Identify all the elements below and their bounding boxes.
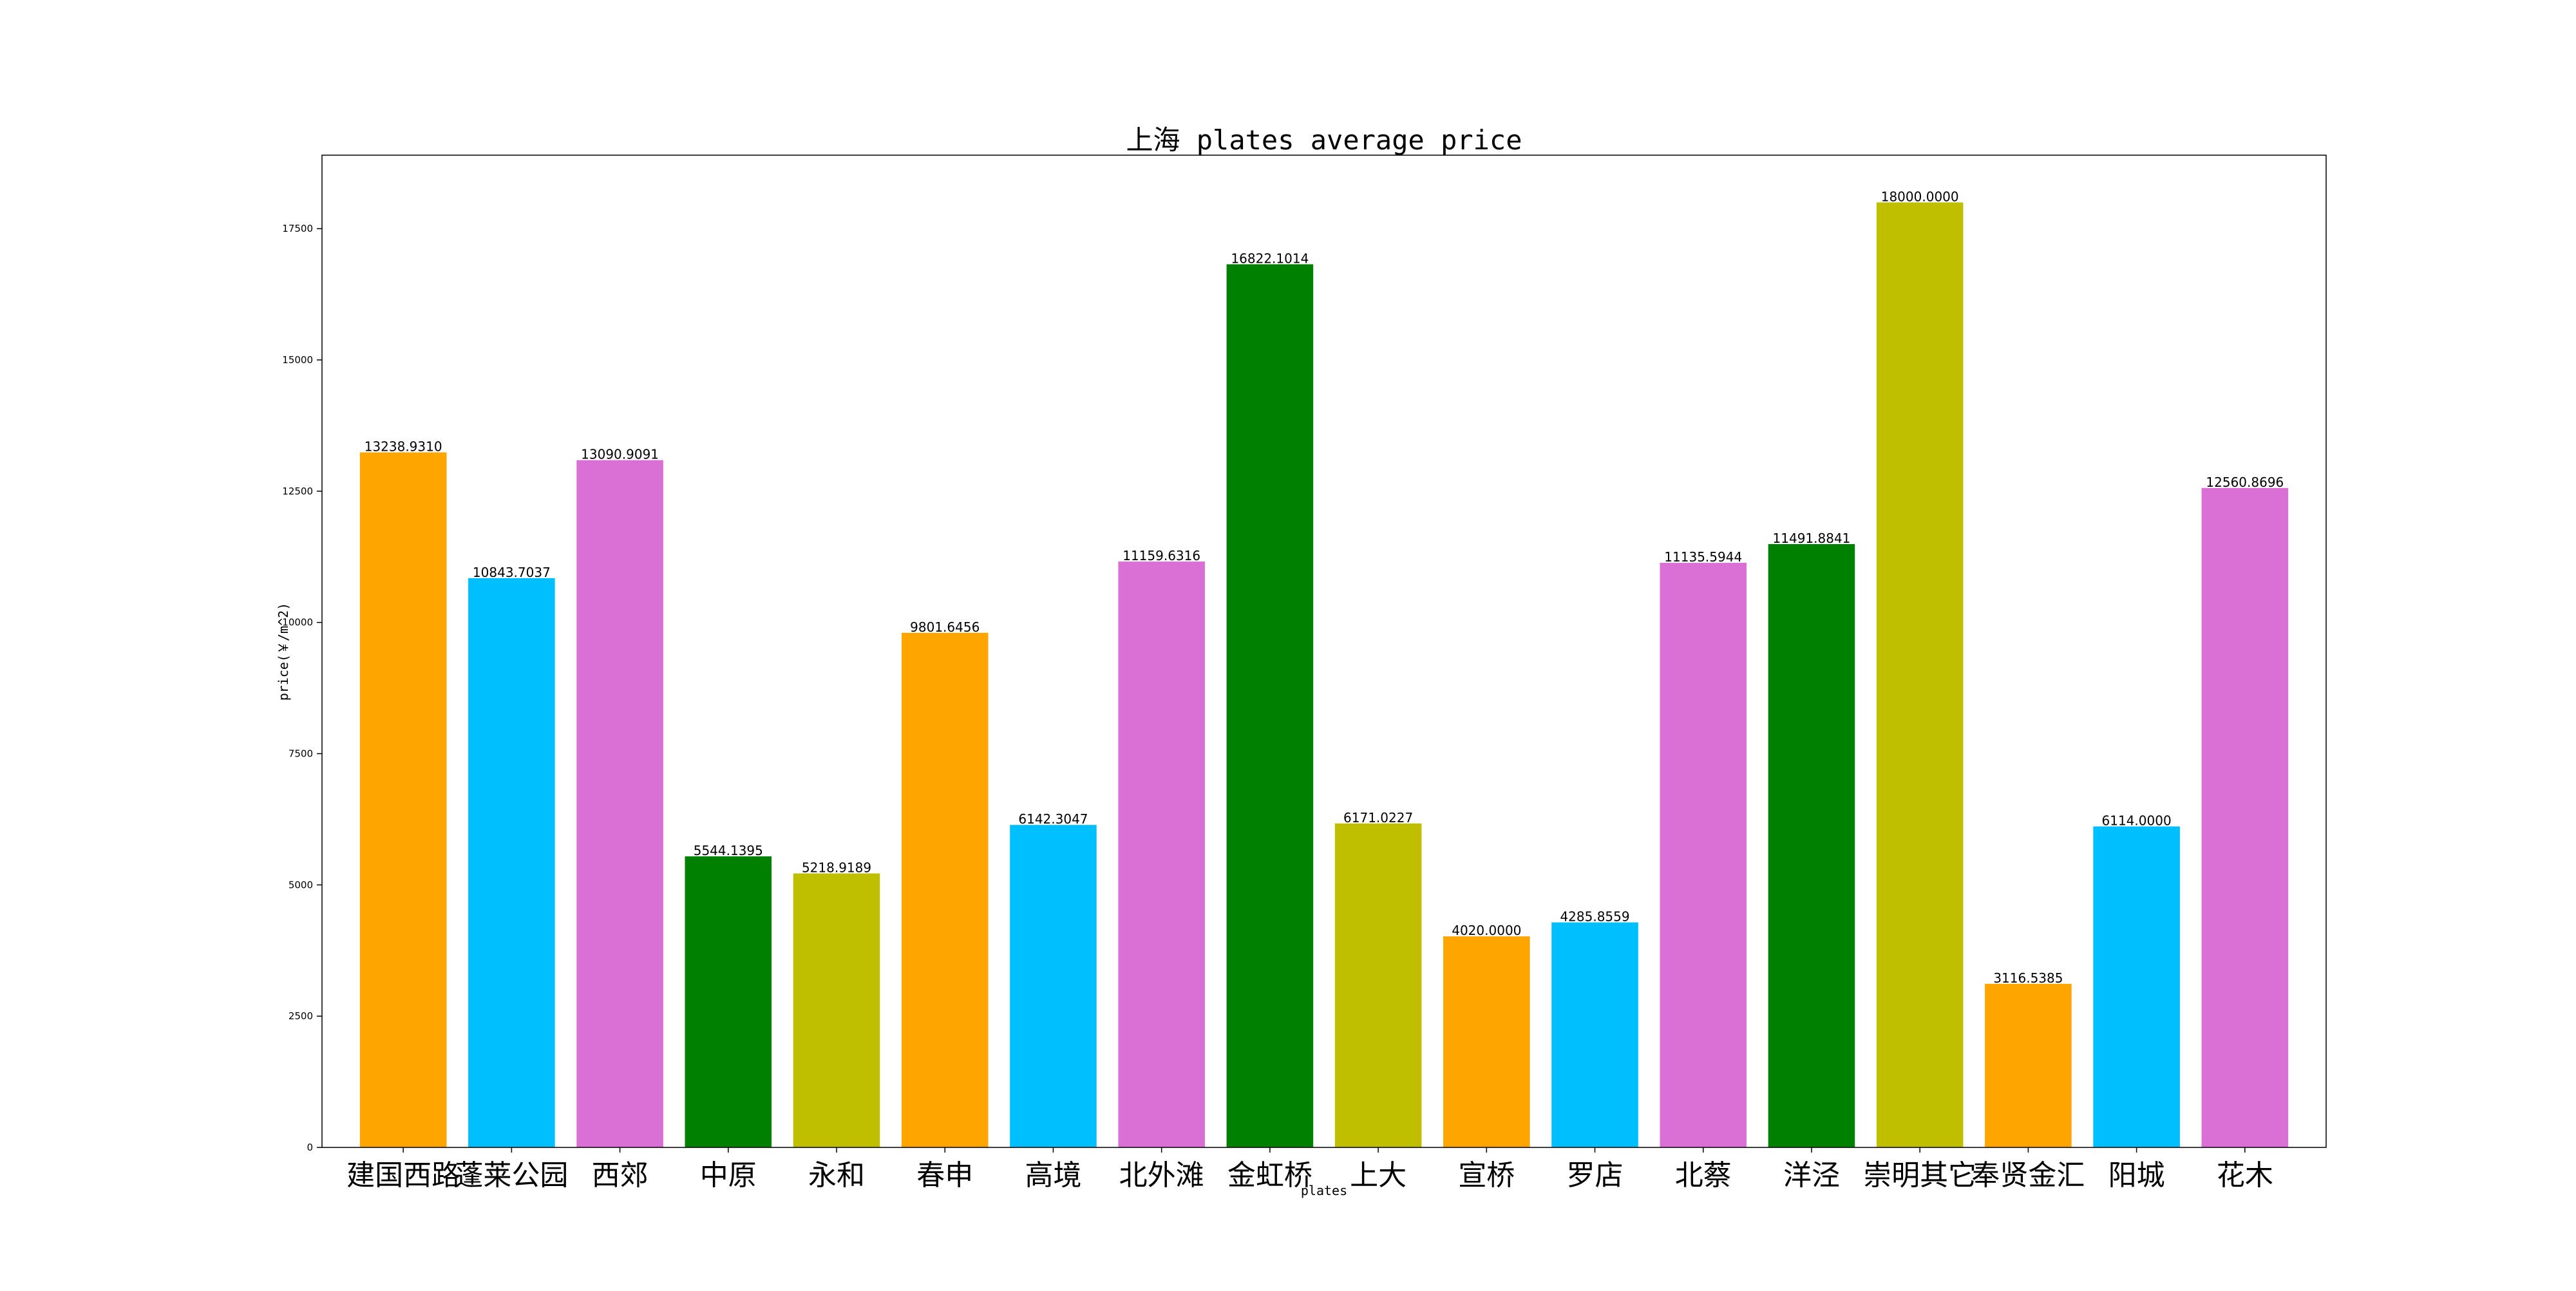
data-label-4: 5544.1395	[694, 843, 763, 858]
bar-11	[1443, 936, 1530, 1147]
bar-17	[2093, 826, 2180, 1147]
data-label-13: 11135.5944	[1664, 549, 1742, 565]
bar-1	[359, 452, 447, 1148]
data-label-2: 10843.7037	[473, 565, 551, 580]
xtick-label-8: 北外滩	[1119, 1159, 1204, 1192]
xtick-label-5: 永和	[808, 1159, 865, 1192]
bar-14	[1768, 544, 1855, 1147]
data-label-3: 13090.9091	[581, 447, 659, 462]
data-label-1: 13238.9310	[365, 439, 442, 455]
xtick-label-7: 高境	[1025, 1159, 1081, 1192]
xtick-label-16: 奉贤金汇	[1971, 1159, 2085, 1192]
ytick-label-2500: 2500	[289, 1010, 313, 1022]
data-label-12: 4285.8559	[1560, 909, 1629, 925]
xtick-label-1: 建国西路	[346, 1159, 460, 1192]
ytick-label-0: 0	[307, 1142, 313, 1153]
bar-9	[1226, 264, 1314, 1148]
plot-area: 0 2500 5000 7500 10000 12500 15000 17500 建国西路蓬莱公…	[282, 155, 2327, 1192]
data-label-6: 9801.6456	[910, 619, 980, 635]
ytick-label-15000: 15000	[282, 354, 313, 366]
plot-frame	[321, 155, 2327, 1148]
xtick-label-12: 罗店	[1567, 1159, 1624, 1192]
ytick-label-17500: 17500	[282, 223, 313, 234]
xtick-label-9: 金虹桥	[1227, 1159, 1312, 1192]
xtick-label-17: 阳城	[2108, 1159, 2165, 1192]
data-label-16: 3116.5385	[1993, 970, 2063, 986]
xtick-label-2: 蓬莱公园	[455, 1159, 568, 1192]
xtick-label-10: 上大	[1350, 1159, 1406, 1192]
data-label-5: 5218.9189	[802, 860, 871, 875]
bar-8	[1118, 561, 1205, 1147]
bar-18	[2201, 487, 2289, 1147]
bar-7	[1010, 825, 1097, 1147]
ytick-label-7500: 7500	[289, 748, 313, 759]
xtick-label-14: 洋泾	[1783, 1159, 1840, 1192]
bar-12	[1551, 922, 1638, 1147]
xtick-label-15: 崇明其它	[1863, 1159, 1976, 1192]
xtick-label-3: 西郊	[592, 1159, 649, 1192]
bar-4	[685, 856, 772, 1147]
xtick-label-11: 宣桥	[1458, 1159, 1515, 1192]
xtick-label-6: 春申	[916, 1159, 973, 1192]
data-label-18: 12560.8696	[2206, 475, 2284, 490]
data-label-15: 18000.0000	[1881, 189, 1959, 204]
bar-13	[1660, 563, 1747, 1147]
xtick-label-4: 中原	[700, 1159, 757, 1192]
chart-title: 上海 plates average price	[1126, 124, 1522, 156]
ytick-label-10000: 10000	[282, 617, 313, 628]
bar-5	[793, 873, 880, 1147]
y-axis-label: price(￥/m^2)	[276, 603, 291, 701]
ytick-label-12500: 12500	[282, 485, 313, 497]
xtick-label-13: 北蔡	[1675, 1159, 1732, 1192]
bar-6	[901, 632, 989, 1147]
data-label-14: 11491.8841	[1773, 531, 1851, 546]
bar-10	[1334, 823, 1422, 1147]
data-label-10: 6171.0227	[1343, 810, 1413, 825]
x-axis-label: plates	[1301, 1183, 1347, 1198]
bar-16	[1985, 983, 2072, 1147]
bar-3	[576, 460, 663, 1148]
data-label-17: 6114.0000	[2102, 813, 2172, 828]
data-label-7: 6142.3047	[1018, 811, 1088, 827]
xtick-label-18: 花木	[2217, 1159, 2273, 1192]
data-label-8: 11159.6316	[1122, 548, 1200, 563]
bar-15	[1876, 202, 1964, 1147]
data-label-9: 16822.1014	[1231, 250, 1309, 266]
ytick-label-5000: 5000	[289, 879, 313, 891]
data-label-11: 4020.0000	[1452, 923, 1521, 938]
bar-2	[468, 578, 555, 1147]
